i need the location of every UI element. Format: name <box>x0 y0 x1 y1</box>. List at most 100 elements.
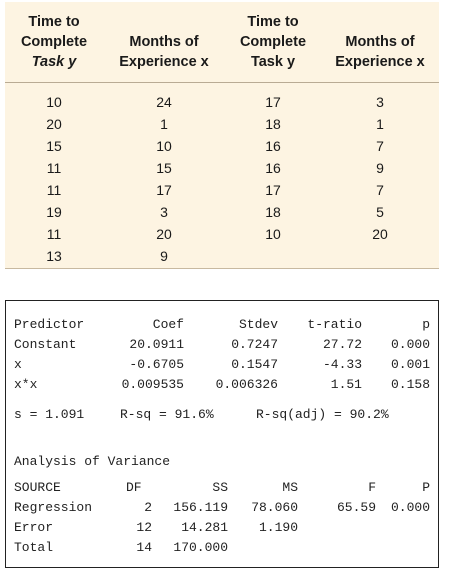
table-body: 10 24 17 3 20 1 18 1 15 10 16 7 11 15 16 9 11 17 17 7 19 3 18 5… <box>5 83 439 268</box>
table-cell: 7 <box>376 138 384 154</box>
header-line: Time to <box>28 14 80 30</box>
table-cell: 17 <box>156 182 172 198</box>
header-line: Months of <box>129 34 199 50</box>
anova-source-header: SOURCE <box>14 480 61 495</box>
predictor-value: 0.006326 <box>215 377 278 392</box>
header-line: Experience x <box>119 54 209 70</box>
predictor-header-label: Predictor <box>14 317 85 332</box>
predictor-value: -0.6705 <box>129 357 184 372</box>
table-cell: 16 <box>265 138 281 154</box>
table-row: 11 20 10 20 <box>5 223 439 245</box>
header-time-to-complete-2: Time to Complete Task y <box>225 2 321 83</box>
table-cell: 11 <box>46 182 62 198</box>
header-time-to-complete-1: Time to Complete Task y <box>5 2 103 83</box>
spacer-row <box>5 83 439 92</box>
table-cell: 24 <box>156 94 172 110</box>
table-cell <box>321 245 439 267</box>
table-cell: 20 <box>46 116 62 132</box>
predictor-name: Constant <box>14 337 77 352</box>
table-cell: 16 <box>265 160 281 176</box>
header-line: Time to <box>247 14 299 30</box>
predictor-value: 0.7247 <box>231 337 278 352</box>
table-cell: 15 <box>156 160 172 176</box>
table-cell <box>225 245 321 267</box>
anova-ss-header: SS <box>212 480 228 495</box>
table-cell: 11 <box>46 160 62 176</box>
anova-value: 0.000 <box>390 500 430 515</box>
anova-f-header: F <box>368 480 376 495</box>
predictor-value: 20.0911 <box>129 337 184 352</box>
anova-value: 14 <box>136 540 152 555</box>
task-experience-table: Time to Complete Task y Months of Experi… <box>5 2 439 267</box>
table-row: 15 10 16 7 <box>5 135 439 157</box>
table-row: 13 9 <box>5 245 439 267</box>
header-line: Complete <box>239 34 307 50</box>
anova-value: 78.060 <box>251 500 298 515</box>
rsq-value: R-sq = 91.6% <box>120 407 214 422</box>
anova-value: 170.000 <box>173 540 228 555</box>
table-cell: 10 <box>156 138 172 154</box>
anova-value: 156.119 <box>173 500 228 515</box>
coef-header: Coef <box>152 317 184 332</box>
anova-value: 2 <box>144 500 152 515</box>
table-cell: 9 <box>160 248 168 264</box>
regression-output-box: Predictor Coef Stdev t-ratio p Constant 2… <box>5 300 439 568</box>
table-cell: 20 <box>372 226 388 242</box>
table-cell: 7 <box>376 182 384 198</box>
anova-title: Analysis of Variance <box>14 454 171 469</box>
table-cell: 13 <box>46 248 62 264</box>
predictor-name: x*x <box>14 377 38 392</box>
table-cell: 15 <box>46 138 62 154</box>
table-cell: 10 <box>265 226 281 242</box>
header-months-experience-2: Months of Experience x <box>321 2 439 83</box>
header-line: Months of <box>345 34 415 50</box>
predictor-value: 0.1547 <box>231 357 278 372</box>
rsq-adj-value: R-sq(adj) = 90.2% <box>256 407 389 422</box>
predictor-value: 27.72 <box>322 337 362 352</box>
table-cell: 10 <box>46 94 62 110</box>
tratio-header: t-ratio <box>307 317 362 332</box>
table-cell: 9 <box>376 160 384 176</box>
data-table: Time to Complete Task y Months of Experi… <box>5 2 439 269</box>
table-row: 19 3 18 5 <box>5 201 439 223</box>
header-line: Task y <box>5 52 103 72</box>
header-line: Task y <box>250 54 296 70</box>
anova-value: 65.59 <box>336 500 376 515</box>
anova-source: Regression <box>14 500 93 515</box>
anova-ms-header: MS <box>282 480 298 495</box>
table-row: 11 15 16 9 <box>5 157 439 179</box>
table-cell: 3 <box>376 94 384 110</box>
table-cell: 1 <box>160 116 168 132</box>
predictor-value: 0.009535 <box>121 377 184 392</box>
anova-value: 14.281 <box>181 520 228 535</box>
header-line: Complete <box>20 34 88 50</box>
anova-df-header: DF <box>126 480 142 495</box>
anova-p-header: P <box>422 480 430 495</box>
table-cell: 17 <box>265 182 281 198</box>
anova-source: Total <box>14 540 54 555</box>
table-cell: 1 <box>376 116 384 132</box>
predictor-value: 1.51 <box>330 377 362 392</box>
anova-value: 12 <box>136 520 152 535</box>
table-cell: 18 <box>265 204 281 220</box>
table-cell: 11 <box>46 226 62 242</box>
table-row: 20 1 18 1 <box>5 113 439 135</box>
table-cell: 3 <box>160 204 168 220</box>
table-cell: 19 <box>46 204 62 220</box>
header-text: Task y <box>31 54 77 70</box>
header-months-experience-1: Months of Experience x <box>103 2 225 83</box>
anova-source: Error <box>14 520 54 535</box>
header-line: Experience x <box>335 54 425 70</box>
table-cell: 5 <box>376 204 384 220</box>
anova-value: 1.190 <box>258 520 298 535</box>
table-row: 10 24 17 3 <box>5 91 439 113</box>
stdev-header: Stdev <box>238 317 278 332</box>
predictor-value: 0.158 <box>390 377 430 392</box>
predictor-name: x <box>14 357 22 372</box>
predictor-value: 0.001 <box>390 357 430 372</box>
table-row: 11 17 17 7 <box>5 179 439 201</box>
table-cell: 17 <box>265 94 281 110</box>
table-header-row: Time to Complete Task y Months of Experi… <box>5 2 439 83</box>
predictor-value: -4.33 <box>322 357 362 372</box>
predictor-value: 0.000 <box>390 337 430 352</box>
